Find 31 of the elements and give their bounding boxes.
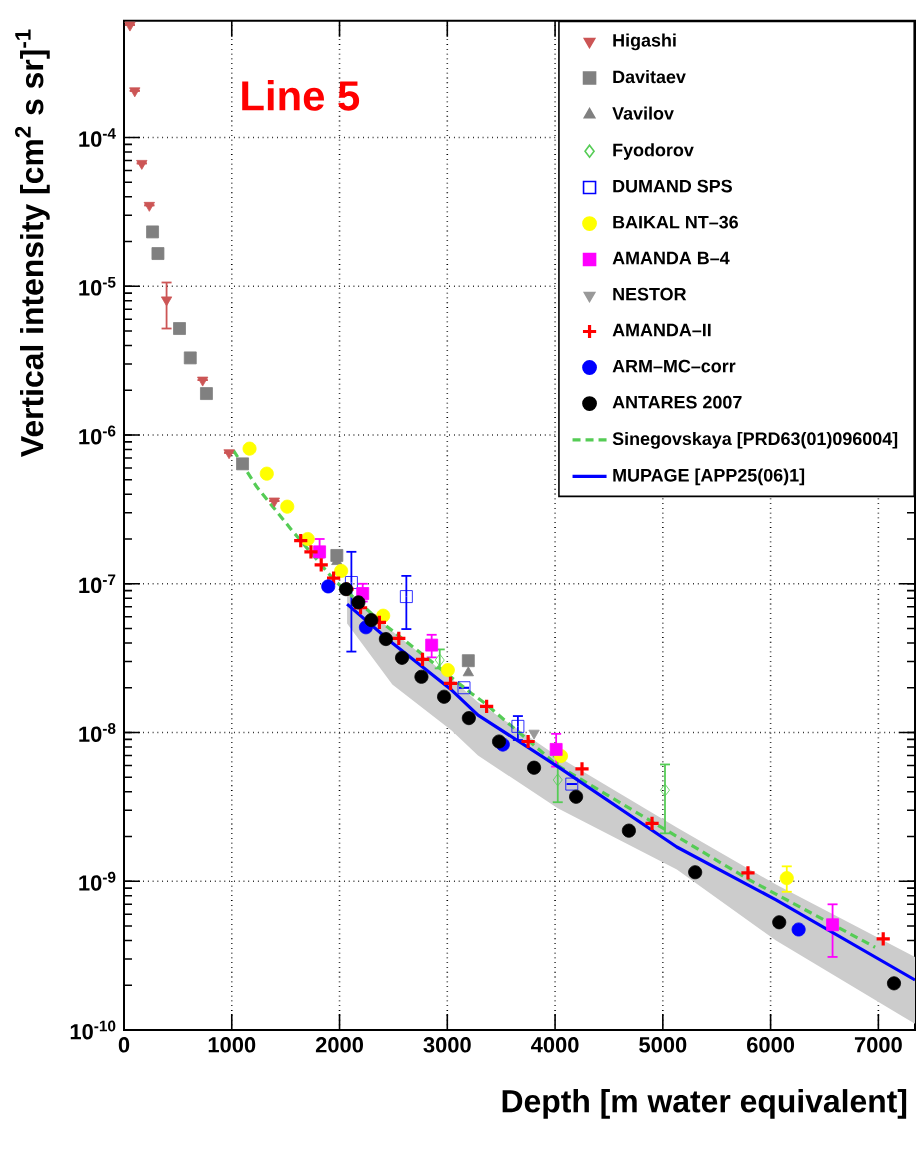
legend-label: Sinegovskaya [PRD63(01)096004] xyxy=(612,431,898,449)
y-tick-label: 10$^{-8}$ xyxy=(79,723,116,742)
x-tick-label: 6000 xyxy=(747,1037,795,1053)
x-tick-label: 5000 xyxy=(639,1037,687,1053)
legend-label: Fyodorov xyxy=(613,143,694,160)
legend-label: NESTOR xyxy=(613,287,687,301)
y-tick-label: 10$^{-7}$ xyxy=(79,574,116,594)
legend-label: DUMAND SPS xyxy=(613,179,732,193)
x-axis-title: Depth [m water equivalent] xyxy=(502,1089,907,1119)
legend-label: Vavilov xyxy=(612,106,674,120)
x-tick-label: 1000 xyxy=(208,1037,256,1053)
y-tick-label: 10$^{-6}$ xyxy=(79,425,116,445)
legend-label: AMANDA–II xyxy=(612,323,711,337)
y-tick-label: 10$^{-5}$ xyxy=(79,276,116,296)
y-tick-label: 10$^{-9}$ xyxy=(79,871,116,891)
annotation: Line 5 xyxy=(242,80,360,111)
legend-label: BAIKAL NT–36 xyxy=(613,215,738,229)
y-axis-title: Vertical intensity [cm$^{2}$ s sr]$^{-1}$ xyxy=(15,29,50,457)
x-tick-label: 0 xyxy=(118,1037,130,1053)
y-tick-label: 10$^{-10}$ xyxy=(70,1020,116,1040)
x-tick-label: 7000 xyxy=(854,1037,902,1053)
legend-label: ARM–MC–corr xyxy=(612,359,736,373)
legend-label: ANTARES 2007 xyxy=(612,395,742,409)
x-tick-label: 3000 xyxy=(423,1037,471,1053)
x-tick-label: 2000 xyxy=(315,1037,363,1053)
legend-label: AMANDA B–4 xyxy=(612,251,730,265)
x-tick-label: 4000 xyxy=(531,1037,579,1053)
legend-label: Higashi xyxy=(613,33,676,51)
legend-label: Davitaev xyxy=(613,70,686,84)
legend-label: MUPAGE [APP25(06)1] xyxy=(613,468,805,486)
y-tick-label: 10$^{-4}$ xyxy=(79,128,116,147)
